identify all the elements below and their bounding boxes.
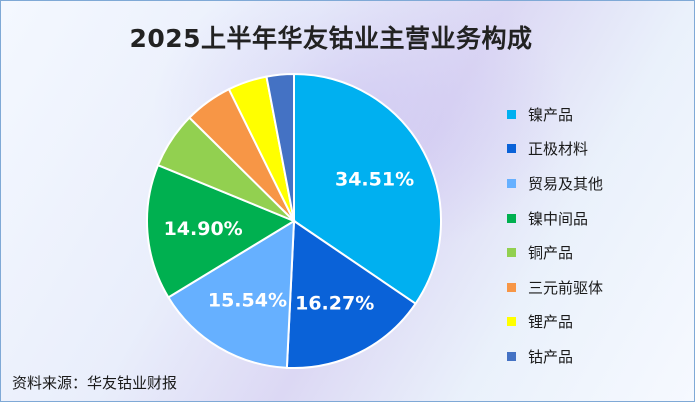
legend-label: 钴产品 xyxy=(528,347,574,366)
legend-item: 镍中间品 xyxy=(507,201,687,236)
legend-item: 镍产品 xyxy=(507,97,687,132)
legend-item: 铜产品 xyxy=(507,235,687,270)
legend-swatch xyxy=(507,109,516,119)
legend: 镍产品正极材料贸易及其他镍中间品铜产品三元前驱体锂产品钴产品 xyxy=(507,97,687,374)
pie-slice-3 xyxy=(167,219,296,369)
pie-slice-4 xyxy=(146,163,297,299)
legend-item: 锂产品 xyxy=(507,305,687,340)
pie-slice-2 xyxy=(285,219,417,369)
legend-item: 钴产品 xyxy=(507,339,687,374)
chart-title: 2025上半年华友钴业主营业务构成 xyxy=(129,24,533,53)
legend-label: 锂产品 xyxy=(528,313,574,332)
legend-swatch xyxy=(507,317,516,327)
legend-swatch xyxy=(507,351,516,361)
legend-swatch xyxy=(507,282,516,292)
slice-label-2: 16.27% xyxy=(295,293,374,315)
legend-label: 贸易及其他 xyxy=(528,174,604,193)
legend-label: 镍产品 xyxy=(528,105,574,124)
slice-label-1: 34.51% xyxy=(335,168,414,190)
legend-swatch xyxy=(507,248,516,258)
legend-swatch xyxy=(507,144,516,154)
legend-item: 贸易及其他 xyxy=(507,166,687,201)
slice-label-4: 14.90% xyxy=(164,218,243,240)
legend-item: 三元前驱体 xyxy=(507,270,687,305)
legend-label: 正极材料 xyxy=(528,140,589,159)
legend-item: 正极材料 xyxy=(507,132,687,167)
slice-label-3: 15.54% xyxy=(208,289,287,311)
pie-slice-8 xyxy=(265,72,295,222)
source-note: 资料来源：华友钴业财报 xyxy=(12,374,178,392)
pie-slice-1 xyxy=(293,72,442,306)
legend-swatch xyxy=(507,213,516,223)
legend-swatch xyxy=(507,178,516,188)
legend-label: 铜产品 xyxy=(528,244,574,263)
legend-label: 三元前驱体 xyxy=(528,278,604,297)
legend-label: 镍中间品 xyxy=(528,209,589,228)
